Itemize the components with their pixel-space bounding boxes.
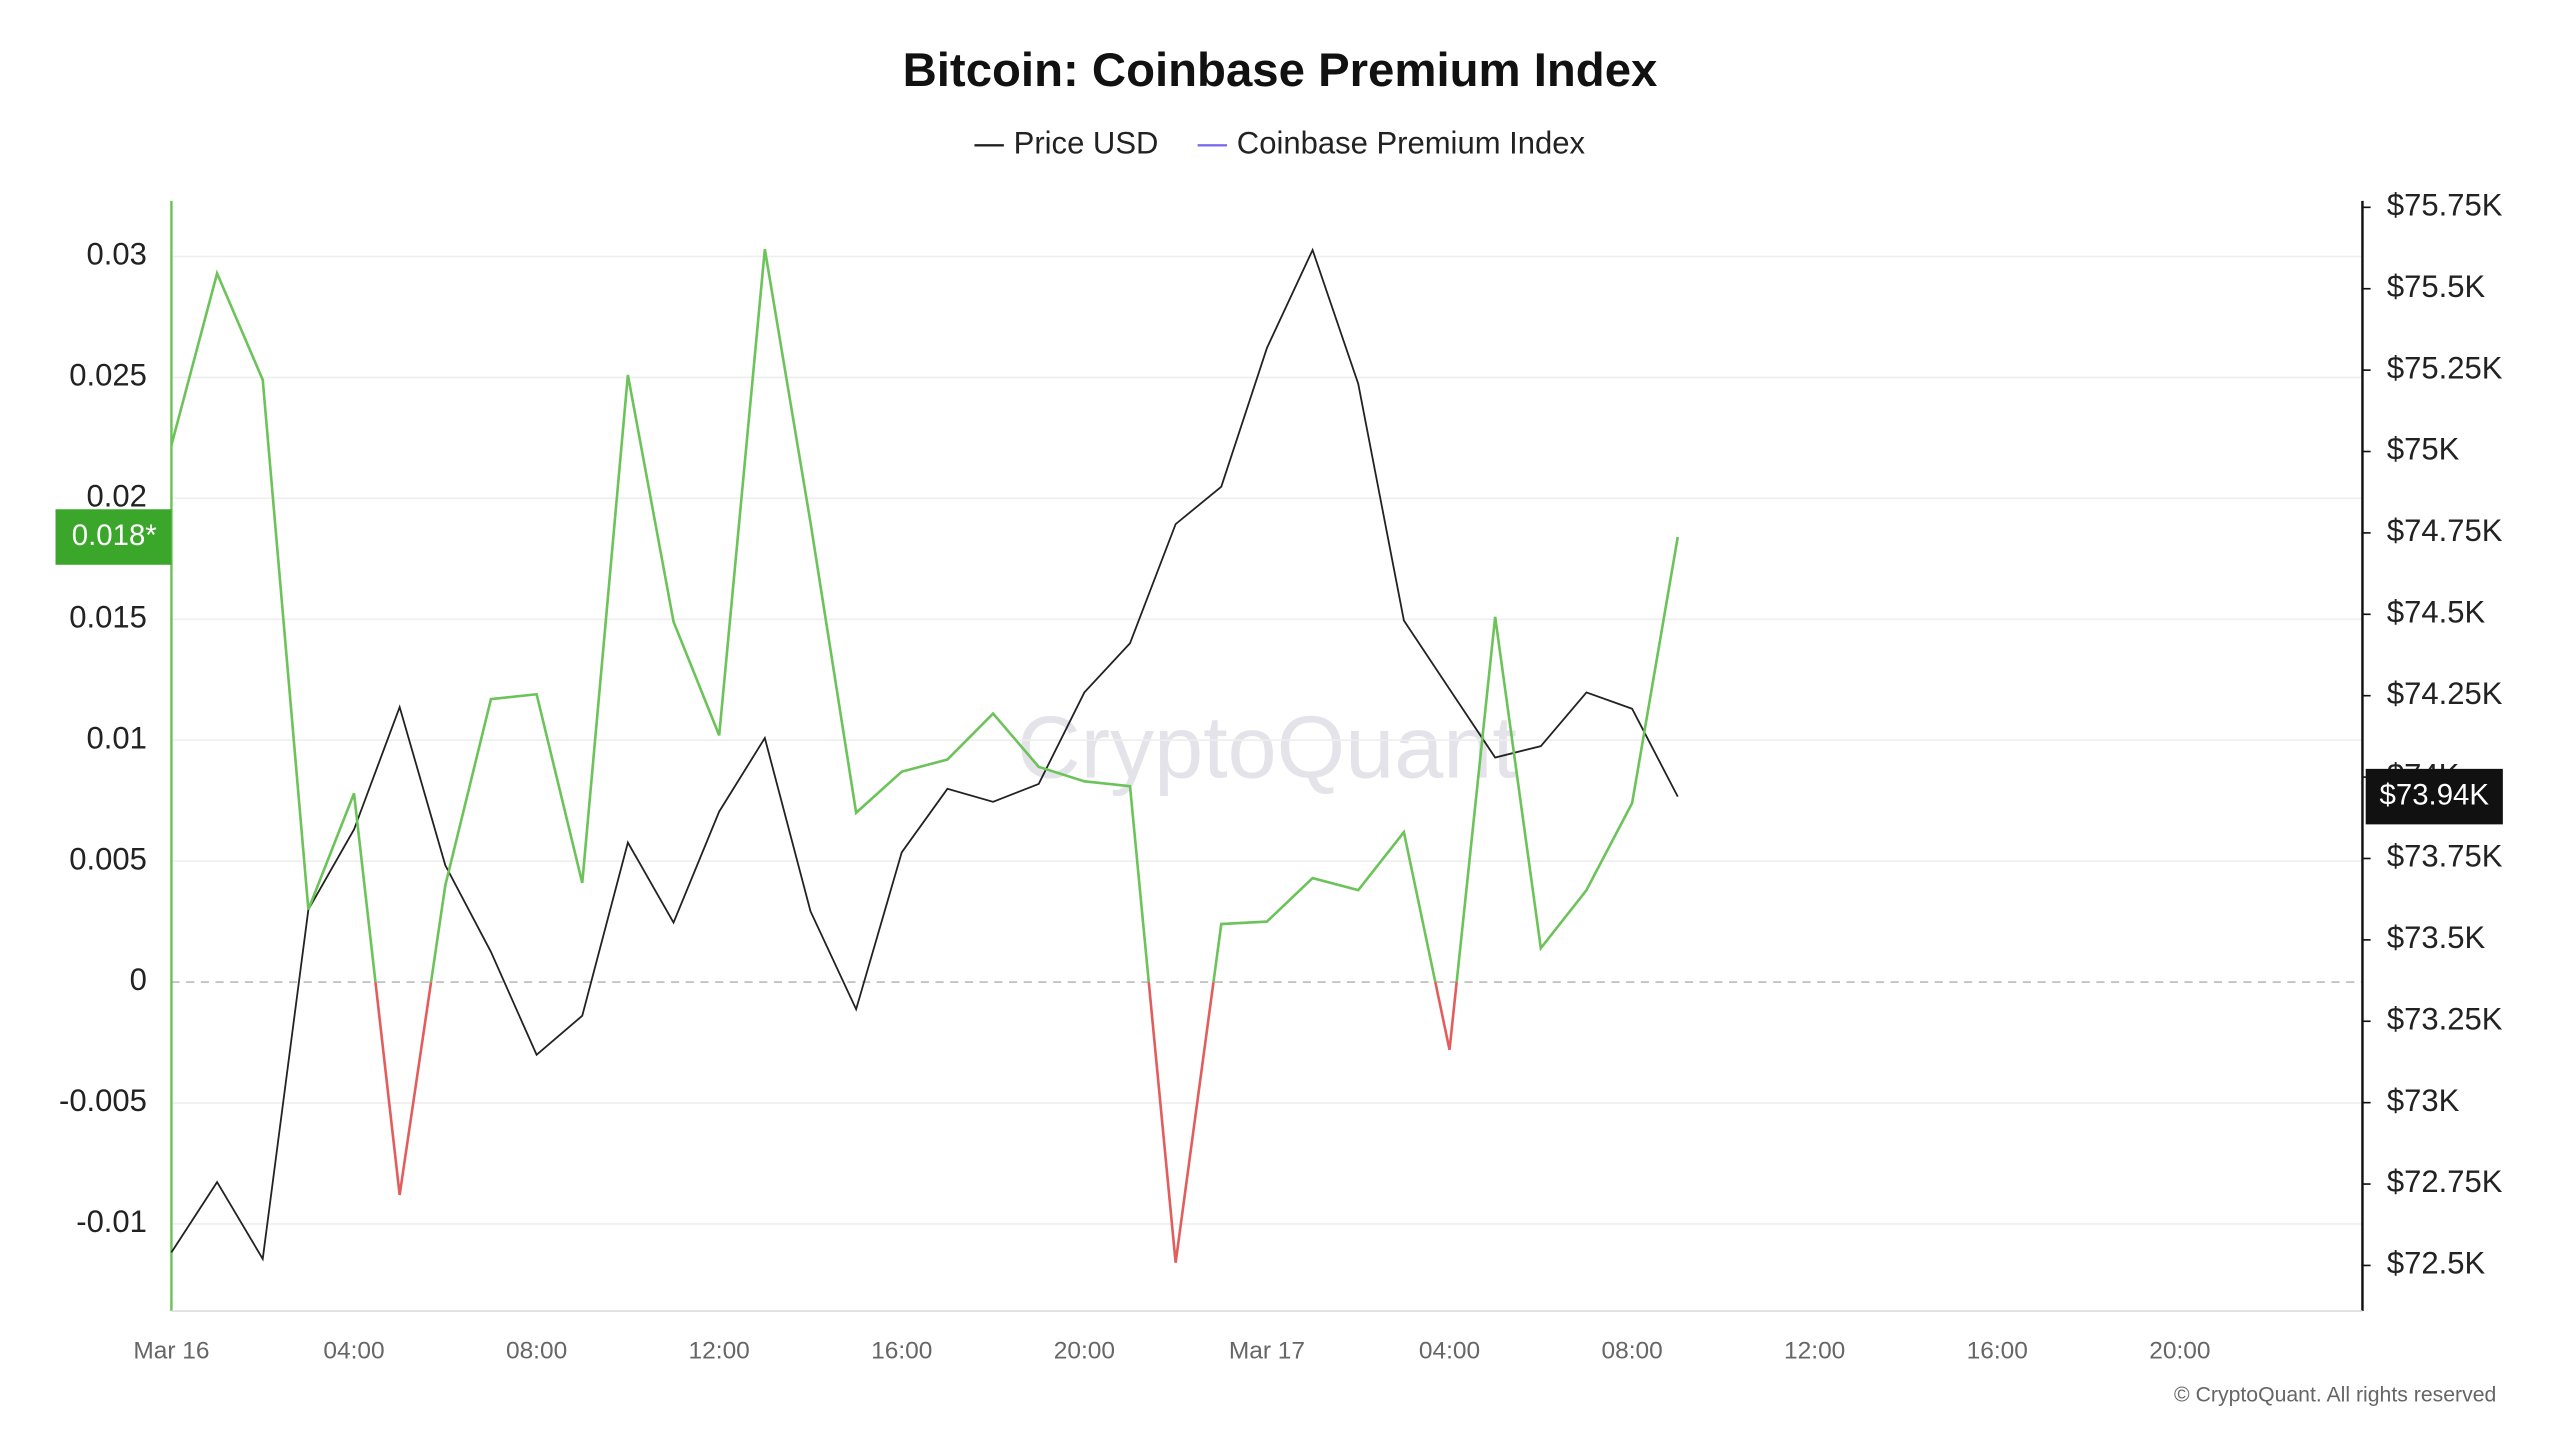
x-tick-label: 16:00 xyxy=(871,1337,932,1364)
x-tick-label: 04:00 xyxy=(1419,1337,1480,1364)
legend-label: Price USD xyxy=(1014,125,1159,160)
premium-line-positive xyxy=(170,248,1680,983)
x-tick-label: Mar 17 xyxy=(1229,1337,1305,1364)
y2-tick-label: $75.25K xyxy=(2387,350,2503,385)
y-tick-label: 0.01 xyxy=(87,720,147,755)
legend-label: Coinbase Premium Index xyxy=(1237,125,1586,160)
x-tick-label: 12:00 xyxy=(689,1337,750,1364)
y-tick-label: 0.015 xyxy=(69,599,147,634)
chart-title: Bitcoin: Coinbase Premium Index xyxy=(903,44,1658,97)
premium-line-negative xyxy=(374,982,1458,1263)
price-badge-label: $73.94K xyxy=(2380,778,2490,811)
y2-tick-label: $72.75K xyxy=(2387,1164,2503,1199)
y-tick-label: -0.005 xyxy=(59,1083,147,1118)
y2-tick-label: $74.5K xyxy=(2387,594,2486,629)
y-tick-label: 0.005 xyxy=(69,841,147,876)
y2-tick-label: $73.75K xyxy=(2387,839,2503,874)
x-tick-label: 04:00 xyxy=(323,1337,384,1364)
x-tick-label: 12:00 xyxy=(1784,1337,1845,1364)
x-tick-label: 20:00 xyxy=(2149,1337,2210,1364)
y2-tick-label: $75.75K xyxy=(2387,188,2503,223)
y2-tick-label: $75K xyxy=(2387,432,2460,467)
price-badge xyxy=(2365,768,2503,825)
premium-badge xyxy=(55,509,172,565)
y-tick-label: 0.03 xyxy=(87,237,147,272)
y-tick-label: -0.01 xyxy=(76,1204,147,1239)
x-tick-label: Mar 16 xyxy=(133,1337,209,1364)
y-tick-label: 0.02 xyxy=(87,479,147,514)
watermark: CryptoQuant xyxy=(1017,698,1517,797)
y-tick-label: 0 xyxy=(130,962,147,997)
x-tick-label: 16:00 xyxy=(1967,1337,2028,1364)
premium-badge-label: 0.018* xyxy=(72,519,157,552)
legend: Price USD Coinbase Premium Index xyxy=(974,125,1586,160)
price-line xyxy=(170,247,1679,1262)
y-tick-label: 0.025 xyxy=(69,358,147,393)
y2-tick-label: $72.5K xyxy=(2387,1246,2486,1281)
y2-tick-label: $75.5K xyxy=(2387,269,2486,304)
y2-tick-label: $73.25K xyxy=(2387,1001,2503,1036)
x-tick-label: 08:00 xyxy=(506,1337,567,1364)
footer: © CryptoQuant. All rights reserved xyxy=(2174,1384,2496,1407)
y2-tick-label: $74.75K xyxy=(2387,513,2503,548)
x-tick-label: 20:00 xyxy=(1054,1337,1115,1364)
y2-tick-label: $73.5K xyxy=(2387,920,2486,955)
y2-tick-label: $73K xyxy=(2387,1083,2460,1118)
y2-tick-label: $74.25K xyxy=(2387,676,2503,711)
x-tick-label: 08:00 xyxy=(1601,1337,1662,1364)
